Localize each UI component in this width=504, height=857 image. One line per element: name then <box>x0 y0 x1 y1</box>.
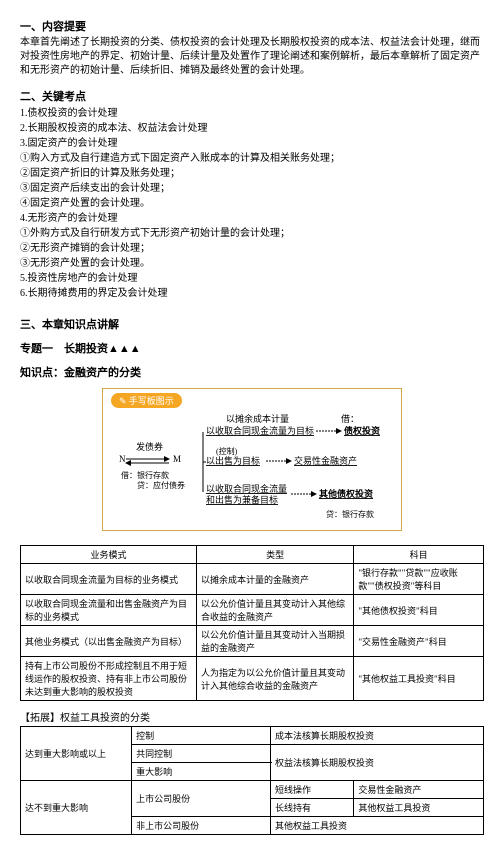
t2-op2a: 长线持有 <box>271 799 354 817</box>
s2-item-0: 1.债权投资的会计处理 <box>20 106 484 121</box>
s2-item-5: ③固定资产后续支出的会计处理； <box>20 181 484 196</box>
s2-item-7: 4.无形资产的会计处理 <box>20 211 484 226</box>
t1-r0c0: 以收取合同现金流量为目标的业务模式 <box>21 564 197 595</box>
t1-r2c0: 其他业务模式（以出售金融资产为目标） <box>21 626 197 657</box>
s2-item-2: 3.固定资产的会计处理 <box>20 136 484 151</box>
t1-h0: 业务模式 <box>21 546 197 564</box>
bond-cr: 贷：应付债券 <box>121 480 185 490</box>
extension-label: 【拓展】权益工具投资的分类 <box>20 709 484 724</box>
bond-issue-label: 发债券 <box>136 441 163 452</box>
table-row: 达不到重大影响 上市公司股份 短线操作 交易性金融资产 <box>21 781 484 799</box>
section1-title: 一、内容提要 <box>20 18 484 34</box>
t2-res3: 其他权益工具投资 <box>271 817 484 835</box>
t2-m2: 共同控制 <box>132 745 271 763</box>
table-row: 以收取合同现金流量为目标的业务模式 以摊余成本计量的金融资产 "银行存款""贷款… <box>21 564 484 595</box>
s2-item-1: 2.长期股权投资的成本法、权益法会计处理 <box>20 121 484 136</box>
n-left: N <box>119 454 126 464</box>
section2-title: 二、关键考点 <box>20 88 484 104</box>
section1-body: 本章首先阐述了长期投资的分类、债权投资的会计处理及长期股权投资的成本法、权益法会… <box>20 36 484 78</box>
t1-r3c2: "其他权益工具投资"科目 <box>354 657 484 701</box>
both-target1: 以收取合同现金流量 <box>206 483 287 494</box>
t1-r0c2: "银行存款""贷款""应收账款""债权投资"等科目 <box>354 564 484 595</box>
cash-target: 以收取合同现金流量为目标 <box>206 425 314 436</box>
topic1: 专题一 长期投资▲▲▲ <box>20 340 484 356</box>
t2-sub1: 上市公司股份 <box>132 781 271 817</box>
table-row: 持有上市公司股份不形成控制且不用于短线运作的股权投资、持有非上市公司股份未达到重… <box>21 657 484 701</box>
t1-r1c2: "其他债权投资"科目 <box>354 595 484 626</box>
t1-r2c1: 以公允价值计量且其变动计入当期损益的金融资产 <box>196 626 353 657</box>
t1-h2: 科目 <box>354 546 484 564</box>
amort-label: 以摊余成本计量 <box>226 413 289 424</box>
t2-sub2: 非上市公司股份 <box>132 817 271 835</box>
t2-cat2: 达不到重大影响 <box>21 781 132 835</box>
s2-item-9: ②无形资产摊销的会计处理； <box>20 241 484 256</box>
debt-invest: 债权投资 <box>344 425 380 436</box>
diagram-svg: 以摊余成本计量 借： 以收取合同现金流量为目标 债权投资 发债券 N M 借：银… <box>111 412 395 522</box>
t2-op2b: 其他权益工具投资 <box>354 799 484 817</box>
t1-r2c2: "交易性金融资产"科目 <box>354 626 484 657</box>
s2-item-8: ①外购方式及自行研发方式下无形资产初始计量的会计处理； <box>20 226 484 241</box>
t1-r0c1: 以摊余成本计量的金融资产 <box>196 564 353 595</box>
t2-r2: 权益法核算长期股权投资 <box>271 745 484 781</box>
s2-item-11: 5.投资性房地产的会计处理 <box>20 271 484 286</box>
trading-asset: 交易性金融资产 <box>294 455 357 466</box>
s2-item-12: 6.长期待摊费用的界定及会计处理 <box>20 286 484 301</box>
t1-h1: 类型 <box>196 546 353 564</box>
topic2: 知识点：金融资产的分类 <box>20 364 484 380</box>
t2-m1: 控制 <box>132 727 271 745</box>
s2-item-6: ④固定资产处置的会计处理。 <box>20 196 484 211</box>
table-row: 其他业务模式（以出售金融资产为目标） 以公允价值计量且其变动计入当期损益的金融资… <box>21 626 484 657</box>
table1: 业务模式 类型 科目 以收取合同现金流量为目标的业务模式 以摊余成本计量的金融资… <box>20 545 484 701</box>
t2-op1b: 交易性金融资产 <box>354 781 484 799</box>
s2-item-10: ③无形资产处置的会计处理。 <box>20 256 484 271</box>
jie-label: 借： <box>341 413 359 424</box>
diagram-container: ✎ 手写板图示 以摊余成本计量 借： 以收取合同现金流量为目标 债权投资 发债券… <box>102 388 402 531</box>
t2-op1a: 短线操作 <box>271 781 354 799</box>
t1-r1c0: 以收取合同现金流量和出售金融资产为目标的业务模式 <box>21 595 197 626</box>
t1-r1c1: 以公允价值计量且其变动计入其他综合收益的金融资产 <box>196 595 353 626</box>
m-right: M <box>173 454 181 464</box>
table-row: 业务模式 类型 科目 <box>21 546 484 564</box>
table-row: 以收取合同现金流量和出售金融资产为目标的业务模式 以公允价值计量且其变动计入其他… <box>21 595 484 626</box>
t1-r3c0: 持有上市公司股份不形成控制且不用于短线运作的股权投资、持有非上市公司股份未达到重… <box>21 657 197 701</box>
t1-r3c1: 人为指定为以公允价值计量且其变动计入其他综合收益的金融资产 <box>196 657 353 701</box>
t2-r1: 成本法核算长期股权投资 <box>271 727 484 745</box>
t2-m3: 重大影响 <box>132 763 271 781</box>
bank-dr: 借：银行存款 <box>121 470 169 480</box>
s2-item-4: ②固定资产折旧的计算及账务处理； <box>20 166 484 181</box>
other-debt: 其他债权投资 <box>319 488 373 499</box>
t2-cat1: 达到重大影响或以上 <box>21 727 132 781</box>
section3-title: 三、本章知识点讲解 <box>20 316 484 332</box>
hint-badge: ✎ 手写板图示 <box>111 393 182 408</box>
controlling: (控制) <box>216 446 238 456</box>
bank-cr: 贷：银行存款 <box>326 509 374 519</box>
s2-item-3: ①购入方式及自行建造方式下固定资产入账成本的计算及相关账务处理； <box>20 151 484 166</box>
table-row: 达到重大影响或以上 控制 成本法核算长期股权投资 <box>21 727 484 745</box>
table2: 达到重大影响或以上 控制 成本法核算长期股权投资 共同控制 权益法核算长期股权投… <box>20 726 484 835</box>
sale-target: 以出售为目标 <box>206 455 260 466</box>
both-target2: 和出售为兼备目标 <box>206 494 278 505</box>
